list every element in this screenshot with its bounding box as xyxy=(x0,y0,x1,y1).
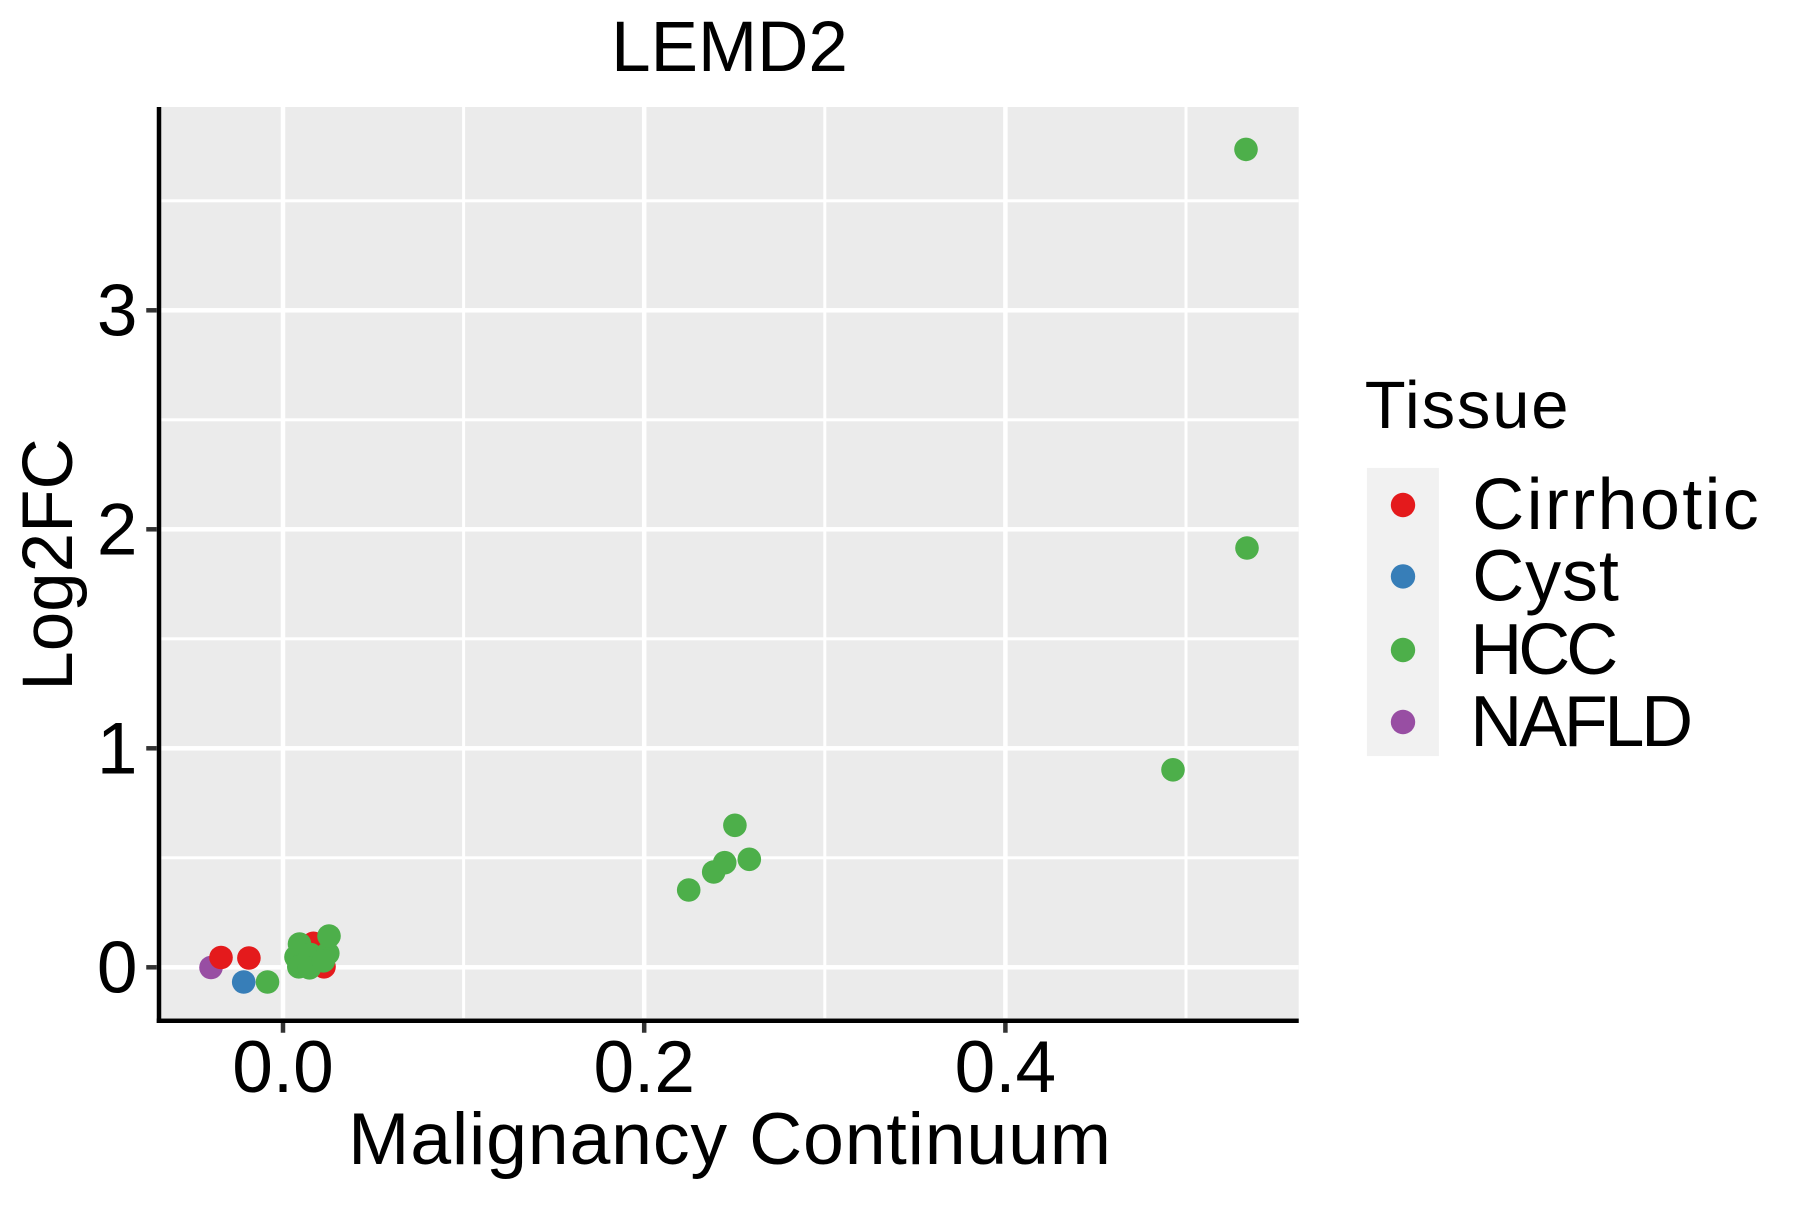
svg-text:Log2FC: Log2FC xyxy=(9,438,88,691)
svg-text:HCC: HCC xyxy=(1470,610,1616,690)
svg-text:1: 1 xyxy=(97,708,138,789)
svg-text:0.2: 0.2 xyxy=(593,1027,694,1108)
svg-text:LEMD2: LEMD2 xyxy=(611,8,848,87)
svg-text:NAFLD: NAFLD xyxy=(1470,682,1690,762)
svg-text:3: 3 xyxy=(97,270,138,351)
svg-text:2: 2 xyxy=(97,489,138,570)
svg-text:Cyst: Cyst xyxy=(1472,537,1619,617)
svg-text:0.0: 0.0 xyxy=(232,1027,333,1108)
svg-text:Malignancy Continuum: Malignancy Continuum xyxy=(348,1097,1112,1180)
svg-text:Tissue: Tissue xyxy=(1365,368,1571,443)
svg-text:0.4: 0.4 xyxy=(955,1027,1056,1108)
svg-text:0: 0 xyxy=(97,927,138,1008)
svg-text:Cirrhotic: Cirrhotic xyxy=(1472,465,1761,545)
